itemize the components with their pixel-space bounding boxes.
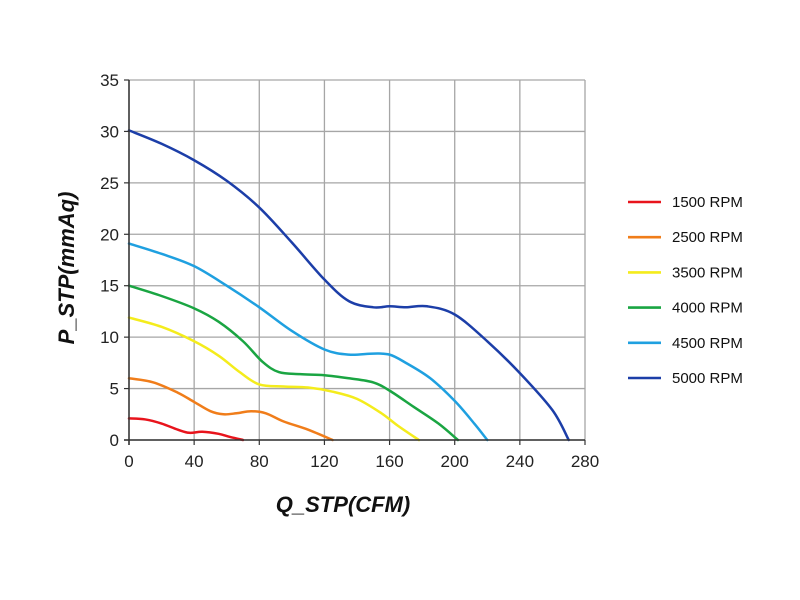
legend-label-3500-rpm: 3500 RPM: [672, 264, 743, 281]
x-axis-title: Q_STP(CFM): [276, 492, 410, 517]
x-tick-label-2: 80: [250, 452, 269, 471]
legend: 1500 RPM 2500 RPM 3500 RPM 4000 RPM 4500 RPM…: [628, 194, 743, 387]
x-tick-label-1: 40: [185, 452, 204, 471]
y-tick-label-6: 30: [100, 122, 119, 141]
x-tick-labels: 0 40 80 120 160 200 240 280: [124, 452, 599, 471]
y-tick-label-4: 20: [100, 225, 119, 244]
grid-lines: [128, 79, 586, 441]
y-tick-label-5: 25: [100, 174, 119, 193]
axes: [124, 79, 586, 445]
x-tick-label-7: 280: [571, 452, 599, 471]
series-line-2500-rpm: [127, 377, 334, 442]
legend-label-2500-rpm: 2500 RPM: [672, 229, 743, 246]
x-tick-label-6: 240: [506, 452, 534, 471]
x-tick-label-3: 120: [310, 452, 338, 471]
series-line-3500-rpm: [127, 316, 421, 442]
x-tick-label-0: 0: [124, 452, 133, 471]
legend-label-5000-rpm: 5000 RPM: [672, 370, 743, 387]
y-tick-label-3: 15: [100, 277, 119, 296]
series-line-5000-rpm: [127, 129, 570, 442]
y-tick-labels: 0 5 10 15 20 25 30 35: [100, 71, 119, 450]
y-tick-label-1: 5: [110, 380, 119, 399]
legend-label-1500-rpm: 1500 RPM: [672, 194, 743, 211]
series-line-4500-rpm: [127, 242, 489, 442]
series-line-4000-rpm: [127, 284, 460, 442]
y-tick-label-2: 10: [100, 328, 119, 347]
series-lines: [127, 129, 570, 442]
legend-label-4500-rpm: 4500 RPM: [672, 335, 743, 352]
y-tick-label-7: 35: [100, 71, 119, 90]
x-tick-label-5: 200: [441, 452, 469, 471]
y-tick-label-0: 0: [110, 431, 119, 450]
legend-label-4000-rpm: 4000 RPM: [672, 300, 743, 317]
y-axis-title: P_STP(mmAq): [54, 192, 79, 345]
x-tick-label-4: 160: [375, 452, 403, 471]
series-line-1500-rpm: [127, 417, 245, 442]
